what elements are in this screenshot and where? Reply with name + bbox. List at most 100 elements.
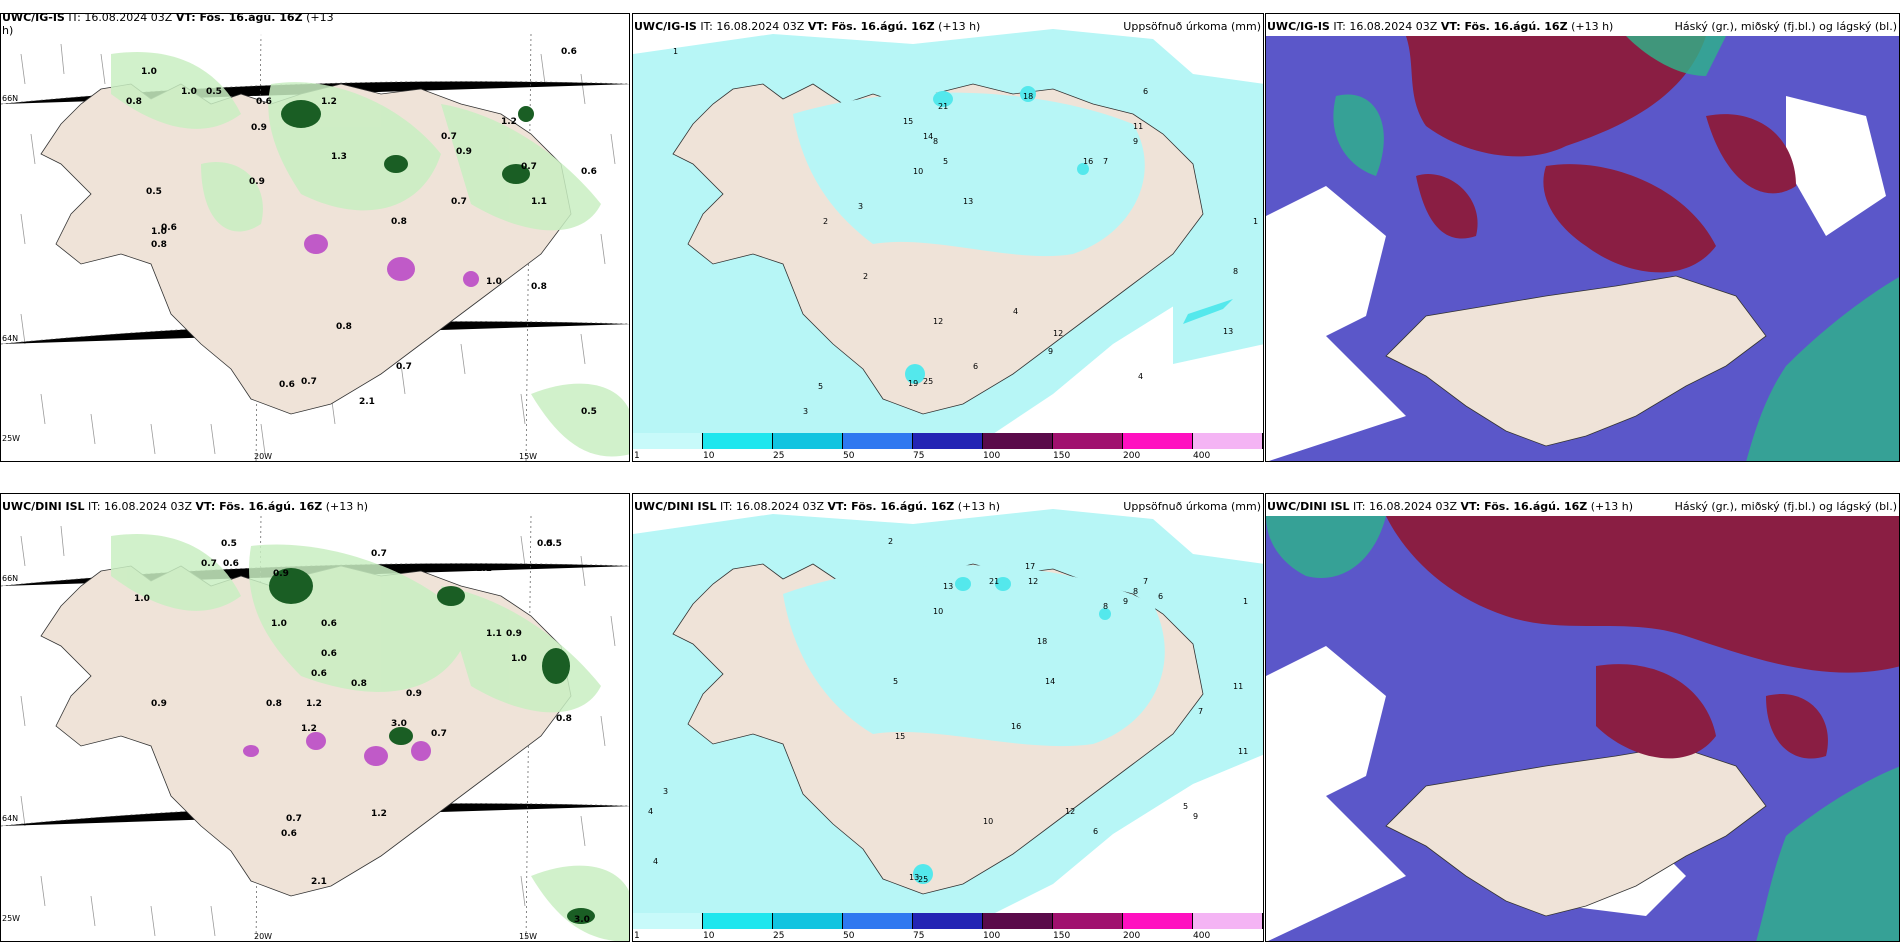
colorbar-swatch xyxy=(1123,913,1193,929)
svg-text:9: 9 xyxy=(1193,812,1198,821)
svg-text:4: 4 xyxy=(648,807,653,816)
svg-text:1.1: 1.1 xyxy=(531,197,547,207)
colorbar-swatch xyxy=(1053,913,1123,929)
svg-text:1.0: 1.0 xyxy=(141,67,157,77)
svg-text:0.5: 0.5 xyxy=(146,187,162,197)
svg-text:1.0: 1.0 xyxy=(181,87,197,97)
colorbar-swatch xyxy=(633,433,703,449)
svg-text:0.6: 0.6 xyxy=(223,559,239,569)
svg-text:3: 3 xyxy=(858,202,863,211)
svg-text:3.0: 3.0 xyxy=(574,915,590,925)
svg-text:3: 3 xyxy=(803,407,808,416)
colorbar-swatch xyxy=(773,433,843,449)
colorbar-swatch xyxy=(913,913,983,929)
svg-text:12: 12 xyxy=(1065,807,1075,816)
cloud-panel-dini: UWC/DINI ISL IT: 16.08.2024 03Z VT: Fös.… xyxy=(1265,493,1900,942)
colorbar-tick: 10 xyxy=(703,931,715,941)
accum-cyan-over-land xyxy=(793,92,1145,257)
cloud-teal xyxy=(1333,36,1899,461)
svg-text:0.6: 0.6 xyxy=(581,167,597,177)
colorbar-tick: 75 xyxy=(913,931,925,941)
svg-text:0.5: 0.5 xyxy=(221,539,237,549)
offshore-band xyxy=(1173,214,1263,364)
svg-text:13: 13 xyxy=(963,197,973,206)
svg-text:1.0: 1.0 xyxy=(134,594,150,604)
colorbar-swatch xyxy=(983,433,1053,449)
panel-subtitle: Háský (gr.), miðský (fj.bl.) og lágský (… xyxy=(1674,20,1897,33)
colorbar-tick: 10 xyxy=(703,451,715,461)
svg-text:14: 14 xyxy=(1045,677,1055,686)
colorbar-swatch xyxy=(1053,433,1123,449)
svg-text:1.1: 1.1 xyxy=(486,629,502,639)
svg-text:0.7: 0.7 xyxy=(451,197,467,207)
colorbar-swatch xyxy=(983,913,1053,929)
wind-barbs xyxy=(20,525,616,937)
svg-text:6: 6 xyxy=(1143,87,1148,96)
panel-title: UWC/DINI ISL IT: 16.08.2024 03Z VT: Fös.… xyxy=(2,500,369,513)
svg-text:8: 8 xyxy=(1133,587,1138,596)
svg-text:6: 6 xyxy=(973,362,978,371)
svg-text:10: 10 xyxy=(933,607,943,616)
colorbar-swatch xyxy=(703,913,773,929)
svg-text:0.6: 0.6 xyxy=(279,380,295,390)
svg-text:0.8: 0.8 xyxy=(266,699,282,709)
panel-subtitle: Háský (gr.), miðský (fj.bl.) og lágský (… xyxy=(1674,500,1897,513)
svg-text:0.8: 0.8 xyxy=(126,97,142,107)
svg-text:19: 19 xyxy=(908,379,918,388)
colorbar-swatch xyxy=(843,913,913,929)
svg-text:9: 9 xyxy=(1133,137,1138,146)
svg-text:21: 21 xyxy=(989,577,999,586)
colorbar-swatch xyxy=(633,913,703,929)
colorbar-tick: 100 xyxy=(983,451,1001,461)
accum-map: 1 2 3 4 5 6 7 8 9 10 11 12 13 14 15 16 1… xyxy=(633,494,1263,914)
colorbar-tick: 150 xyxy=(1053,451,1071,461)
value-labels: 0.5 0.7 0.6 0.9 1.0 0.8 0.7 1.2 0.6 0.9 … xyxy=(134,539,590,925)
accum-mid xyxy=(913,577,1111,884)
colorbar: 1 10 25 50 75 100 150 200 400 xyxy=(633,913,1263,941)
svg-text:8: 8 xyxy=(933,137,938,146)
svg-text:0.6: 0.6 xyxy=(561,47,577,57)
svg-text:0.9: 0.9 xyxy=(251,123,267,133)
panel-title: UWC/DINI ISL IT: 16.08.2024 03Z VT: Fös.… xyxy=(634,500,1001,513)
svg-text:18: 18 xyxy=(1037,637,1047,646)
svg-text:0.6: 0.6 xyxy=(321,649,337,659)
cloud-maroon xyxy=(1386,516,1899,759)
svg-text:25: 25 xyxy=(918,875,928,884)
svg-text:5: 5 xyxy=(1183,802,1188,811)
svg-text:9: 9 xyxy=(1123,597,1128,606)
svg-text:0.5: 0.5 xyxy=(206,87,222,97)
svg-text:0.9: 0.9 xyxy=(273,569,289,579)
svg-text:1.2: 1.2 xyxy=(501,117,517,127)
accum-cyan-over-land xyxy=(783,565,1165,747)
svg-text:0.9: 0.9 xyxy=(151,699,167,709)
colorbar-tick: 50 xyxy=(843,451,855,461)
svg-text:0.8: 0.8 xyxy=(556,714,572,724)
svg-text:9: 9 xyxy=(1048,347,1053,356)
colorbar-swatch xyxy=(1193,433,1263,449)
svg-text:0.9: 0.9 xyxy=(456,147,472,157)
lat-label: 25W xyxy=(2,434,21,443)
colorbar-tick: 150 xyxy=(1053,931,1071,941)
svg-text:12: 12 xyxy=(1053,329,1063,338)
svg-text:1.1: 1.1 xyxy=(476,564,492,574)
accum-panel-igis: UWC/IG-IS IT: 16.08.2024 03Z VT: Fös. 16… xyxy=(632,13,1264,462)
value-labels: 1 2 3 4 5 6 7 8 9 10 11 12 13 14 15 16 1… xyxy=(648,537,1248,884)
svg-text:13: 13 xyxy=(943,582,953,591)
svg-text:25: 25 xyxy=(923,377,933,386)
svg-text:1: 1 xyxy=(1243,597,1248,606)
value-labels: 1 2 3 4 5 6 7 8 9 10 11 12 13 14 15 16 1… xyxy=(673,47,1258,416)
svg-text:0.8: 0.8 xyxy=(531,282,547,292)
cloud-map xyxy=(1266,36,1899,461)
colorbar-swatch xyxy=(1123,433,1193,449)
svg-text:0.7: 0.7 xyxy=(301,377,317,387)
svg-text:0.9: 0.9 xyxy=(249,177,265,187)
svg-text:0.8: 0.8 xyxy=(151,240,167,250)
svg-text:1.2: 1.2 xyxy=(301,724,317,734)
svg-text:0.6: 0.6 xyxy=(256,97,272,107)
svg-text:4: 4 xyxy=(653,857,658,866)
colorbar-swatch xyxy=(913,433,983,449)
colorbar-tick: 200 xyxy=(1123,451,1141,461)
svg-text:17: 17 xyxy=(1025,562,1035,571)
svg-text:18: 18 xyxy=(1023,92,1033,101)
precip-panel-igis: UWC/IG-IS IT: 16.08.2024 03Z VT: Fös. 16… xyxy=(0,13,630,462)
